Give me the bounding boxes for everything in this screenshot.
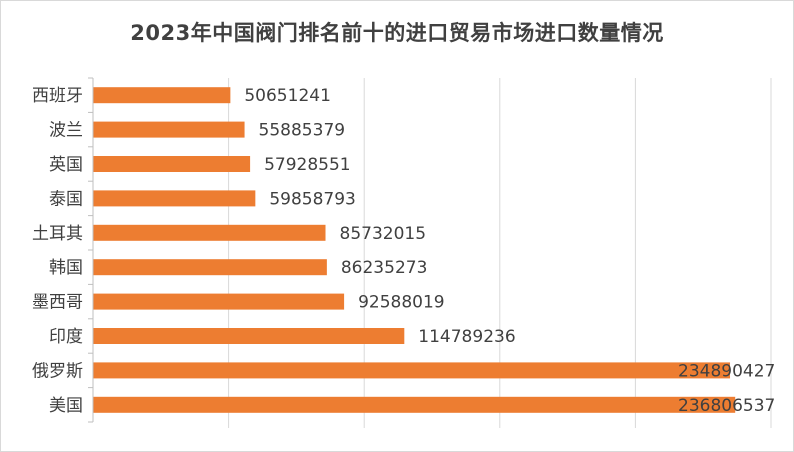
value-label: 86235273 — [341, 258, 428, 278]
value-label: 55885379 — [259, 121, 346, 141]
bar — [93, 121, 245, 138]
value-labels: 50651241 55885379 57928551 59858793 85732015… — [244, 86, 775, 416]
category-label: 波兰 — [49, 121, 83, 141]
category-label: 美国 — [49, 396, 83, 416]
bar — [93, 328, 405, 344]
category-label: 土耳其 — [32, 224, 83, 244]
category-label: 韩国 — [49, 258, 83, 278]
bar — [93, 156, 251, 172]
category-label: 西班牙 — [32, 86, 83, 106]
value-label: 57928551 — [264, 155, 351, 175]
value-label: 85732015 — [340, 224, 427, 244]
bar — [93, 259, 327, 276]
bar — [93, 362, 731, 379]
bar — [93, 224, 326, 241]
category-label: 英国 — [49, 155, 83, 175]
value-label: 234890427 — [678, 361, 775, 381]
bar — [93, 293, 345, 310]
category-label: 俄罗斯 — [32, 361, 83, 381]
value-label: 59858793 — [269, 189, 356, 209]
category-label: 印度 — [49, 327, 83, 347]
value-label: 114789236 — [418, 327, 515, 347]
chart-title: 2023年中国阀门排名前十的进口贸易市场进口数量情况 — [130, 21, 664, 45]
value-label: 92588019 — [358, 293, 445, 313]
bar — [93, 87, 231, 104]
category-label: 泰国 — [49, 189, 83, 209]
bar — [93, 190, 256, 207]
value-label: 50651241 — [244, 86, 331, 106]
bar — [93, 396, 736, 413]
bars — [93, 87, 736, 413]
category-label: 墨西哥 — [32, 293, 83, 313]
value-label: 236806537 — [678, 396, 775, 416]
